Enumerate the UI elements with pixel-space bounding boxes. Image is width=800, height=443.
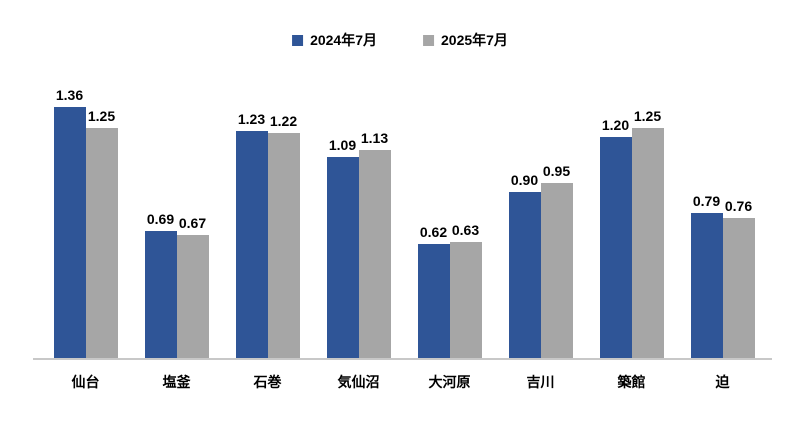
category-label-気仙沼: 気仙沼 [337,374,380,390]
value-label-塩釜-2025年7月: 0.67 [178,215,207,231]
value-label-迫-2025年7月: 0.76 [724,198,753,214]
bar-仙台-2025年7月 [85,128,118,359]
bar-迫-2024年7月 [690,213,723,359]
legend-label-2024: 2024年7月 [310,32,377,48]
value-label-迫-2024年7月: 0.79 [692,193,721,209]
category-label-迫: 迫 [715,374,730,390]
category-label-吉川: 吉川 [526,374,555,390]
value-label-築館-2025年7月: 1.25 [633,108,662,124]
bar-石巻-2024年7月 [235,131,268,359]
category-label-大河原: 大河原 [428,374,471,390]
legend-item-2024: 2024年7月 [292,30,377,50]
bar-気仙沼-2024年7月 [326,157,359,359]
bar-築館-2024年7月 [599,137,632,359]
value-label-吉川-2024年7月: 0.90 [510,172,539,188]
x-axis-line [33,358,772,360]
category-label-築館: 築館 [617,374,646,390]
value-label-吉川-2025年7月: 0.95 [542,163,571,179]
bar-気仙沼-2025年7月 [358,150,391,359]
value-label-気仙沼-2024年7月: 1.09 [328,137,357,153]
bar-大河原-2024年7月 [417,244,450,359]
bar-塩釜-2025年7月 [176,235,209,359]
value-label-大河原-2025年7月: 0.63 [451,222,480,238]
legend-item-2025: 2025年7月 [423,30,508,50]
value-label-気仙沼-2025年7月: 1.13 [360,130,389,146]
value-label-築館-2024年7月: 1.20 [601,117,630,133]
value-label-仙台-2024年7月: 1.36 [55,87,84,103]
chart-legend: 2024年7月 2025年7月 [292,30,508,50]
value-label-石巻-2024年7月: 1.23 [237,111,266,127]
value-label-大河原-2024年7月: 0.62 [419,224,448,240]
value-label-石巻-2025年7月: 1.22 [269,113,298,129]
bar-吉川-2025年7月 [540,183,573,359]
bar-迫-2025年7月 [722,218,755,359]
bar-石巻-2025年7月 [267,133,300,359]
value-label-仙台-2025年7月: 1.25 [87,108,116,124]
legend-swatch-2025-icon [423,34,434,46]
bar-大河原-2025年7月 [449,242,482,359]
legend-swatch-2024-icon [292,34,304,46]
bar-吉川-2024年7月 [508,192,541,359]
bar-築館-2025年7月 [631,128,664,359]
category-label-石巻: 石巻 [253,374,282,390]
value-label-塩釜-2024年7月: 0.69 [146,211,175,227]
category-label-仙台: 仙台 [71,374,100,390]
bar-塩釜-2024年7月 [144,231,177,359]
bar-仙台-2024年7月 [53,107,86,359]
category-label-塩釜: 塩釜 [162,374,191,390]
legend-label-2025: 2025年7月 [441,32,508,48]
